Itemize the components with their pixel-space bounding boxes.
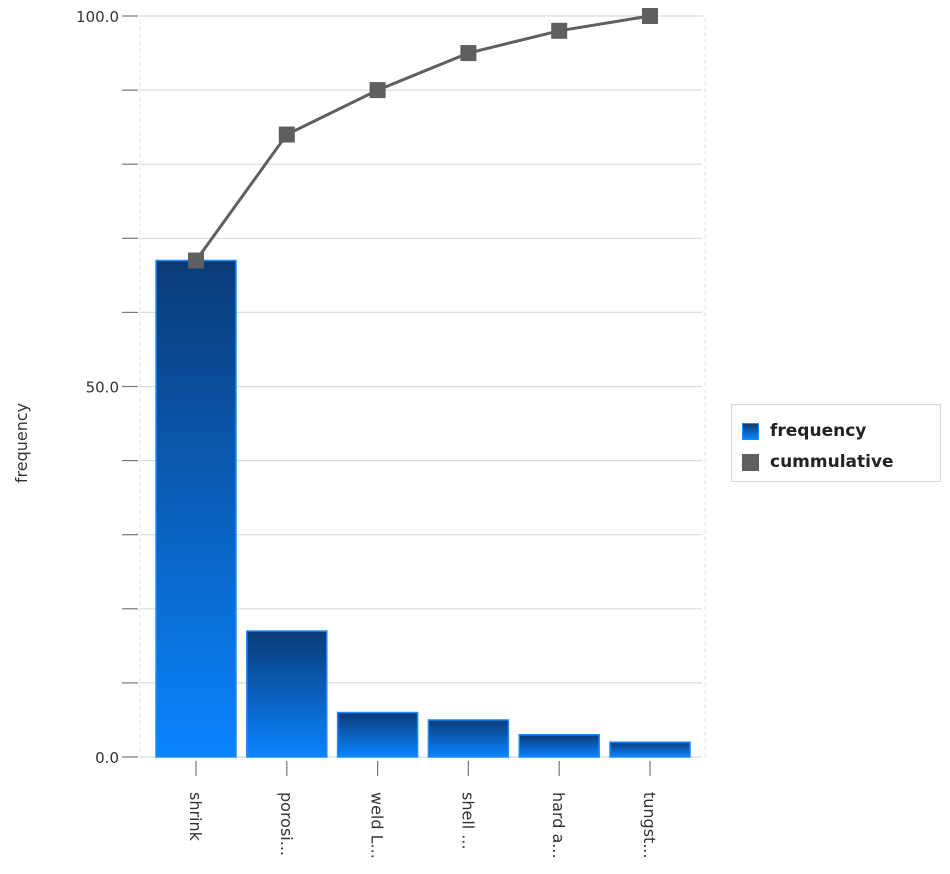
x-tick-label-5: tungst... xyxy=(640,792,659,859)
y-tick-label-100: 100.0 xyxy=(76,8,119,26)
x-axis: shrink porosi... weld L... shell ... hard a.… xyxy=(186,761,659,859)
bar-2[interactable] xyxy=(336,711,419,758)
legend-label-cummulative: cummulative xyxy=(770,452,894,472)
cummulative-marker-4[interactable] xyxy=(551,22,568,39)
legend-swatch-cummulative xyxy=(742,453,759,471)
x-tick-label-1: porosi... xyxy=(277,792,296,856)
legend-swatch-frequency xyxy=(742,422,759,440)
cummulative-marker-0[interactable] xyxy=(188,252,204,269)
y-axis-title: frequency xyxy=(12,403,31,483)
bar-3[interactable] xyxy=(427,719,510,758)
y-axis: 0.0 50.0 100.0 xyxy=(76,8,138,767)
bar-1[interactable] xyxy=(246,630,328,758)
y-tick-label-0: 0.0 xyxy=(95,749,119,767)
cummulative-marker-5[interactable] xyxy=(642,8,658,24)
cummulative-marker-2[interactable] xyxy=(369,82,386,99)
x-tick-label-2: weld L... xyxy=(368,792,387,859)
bar-5[interactable] xyxy=(609,741,691,758)
cummulative-line xyxy=(194,14,651,262)
bar-series-frequency xyxy=(155,259,691,758)
x-tick-label-3: shell ... xyxy=(458,792,477,850)
bar-4[interactable] xyxy=(518,734,600,758)
x-tick-label-0: shrink xyxy=(186,792,205,842)
legend: frequency cummulative xyxy=(731,404,941,482)
y-tick-label-50: 50.0 xyxy=(86,379,119,397)
legend-label-frequency: frequency xyxy=(770,421,867,441)
bar-0[interactable] xyxy=(155,259,237,758)
x-tick-label-4: hard a... xyxy=(549,792,568,859)
legend-item-cummulative[interactable]: cummulative xyxy=(742,450,894,474)
cummulative-marker-1[interactable] xyxy=(278,126,295,143)
grid-lines xyxy=(140,15,702,758)
cummulative-marker-3[interactable] xyxy=(460,45,477,62)
legend-item-frequency[interactable]: frequency xyxy=(742,419,866,443)
line-series-cummulative xyxy=(188,8,658,269)
